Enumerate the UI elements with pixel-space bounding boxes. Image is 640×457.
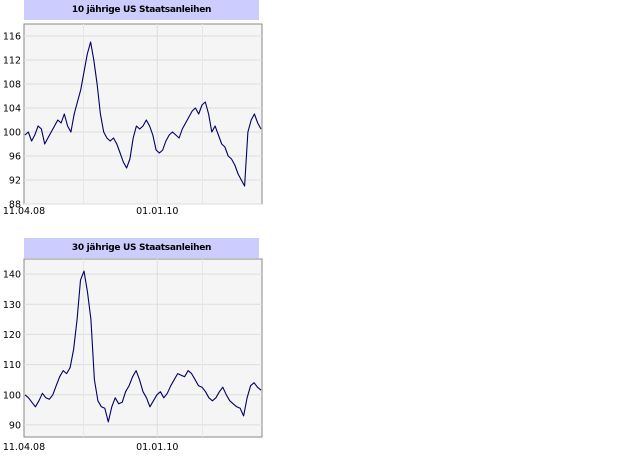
y-tick-label: 96 — [9, 152, 21, 163]
x-tick-label: 01.01.10 — [136, 442, 178, 453]
y-tick-label: 92 — [9, 176, 21, 187]
chart-title-10y: 10 jährige US Staatsanleihen — [24, 0, 259, 20]
plot-area — [23, 23, 263, 205]
x-tick-label: 11.04.08 — [3, 442, 45, 453]
x-tick-label: 01.01.10 — [136, 206, 178, 217]
y-tick-label: 90 — [9, 420, 21, 431]
y-tick-label: 120 — [3, 330, 21, 341]
chart-30y: 90 100 110 120 130 140 11.04.08 01.01.10 — [3, 258, 263, 453]
series-line-30y — [24, 270, 262, 423]
chart-10y: 88 92 96 100 104 108 112 116 11.04.08 01.01.10 — [3, 23, 263, 217]
chart-panel-10y: 10 jährige US Staatsanleihen 88 92 96 100 10… — [0, 0, 272, 217]
chart-title-30y: 30 jährige US Staatsanleihen — [24, 238, 259, 258]
y-tick-label: 130 — [3, 300, 21, 311]
series-line-10y — [24, 41, 262, 187]
y-tick-label: 110 — [3, 360, 21, 371]
y-tick-label: 112 — [3, 56, 21, 67]
chart-panel-30y: 30 jährige US Staatsanleihen 90 100 110 120… — [0, 238, 272, 457]
y-tick-label: 104 — [3, 104, 21, 115]
y-tick-label: 88 — [9, 200, 21, 211]
y-tick-label: 116 — [3, 32, 21, 43]
y-tick-label: 140 — [3, 270, 21, 281]
x-tick-label: 11.04.08 — [3, 206, 45, 217]
plot-area — [23, 258, 263, 438]
y-tick-label: 100 — [3, 390, 21, 401]
y-tick-label: 100 — [3, 128, 21, 139]
y-tick-label: 108 — [3, 80, 21, 91]
